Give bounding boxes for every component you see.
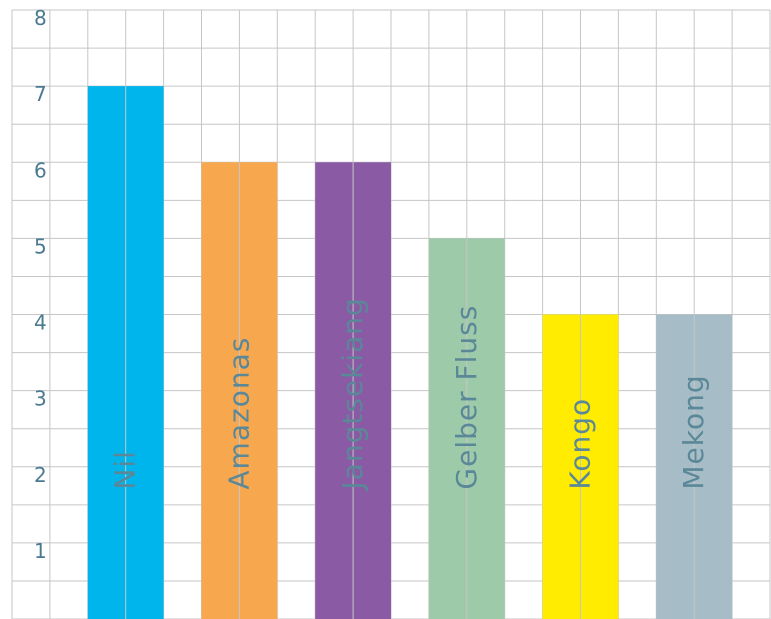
bar-label-kongo: Kongo <box>564 398 597 490</box>
bar-label-amazonas: Amazonas <box>222 337 255 490</box>
bar-label-nil: Nil <box>109 450 142 490</box>
bar-label-gelber-fluss: Gelber Fluss <box>450 305 483 490</box>
y-tick-label: 8 <box>34 6 47 30</box>
bar-labels: Nil Amazonas Jangtsekiang Gelber Fluss Kongo… <box>109 297 711 491</box>
y-axis-tick-labels: 1 2 3 4 5 6 7 8 <box>34 6 47 563</box>
bar-label-mekong: Mekong <box>677 374 710 489</box>
y-tick-label: 5 <box>34 234 47 258</box>
bars <box>87 86 733 619</box>
y-tick-label: 1 <box>34 539 47 563</box>
bar-label-jangtsekiang: Jangtsekiang <box>336 297 369 491</box>
y-tick-label: 3 <box>34 387 47 411</box>
y-tick-label: 2 <box>34 463 47 487</box>
y-tick-label: 6 <box>34 158 47 182</box>
y-tick-label: 4 <box>34 311 47 335</box>
y-tick-label: 7 <box>34 82 47 106</box>
